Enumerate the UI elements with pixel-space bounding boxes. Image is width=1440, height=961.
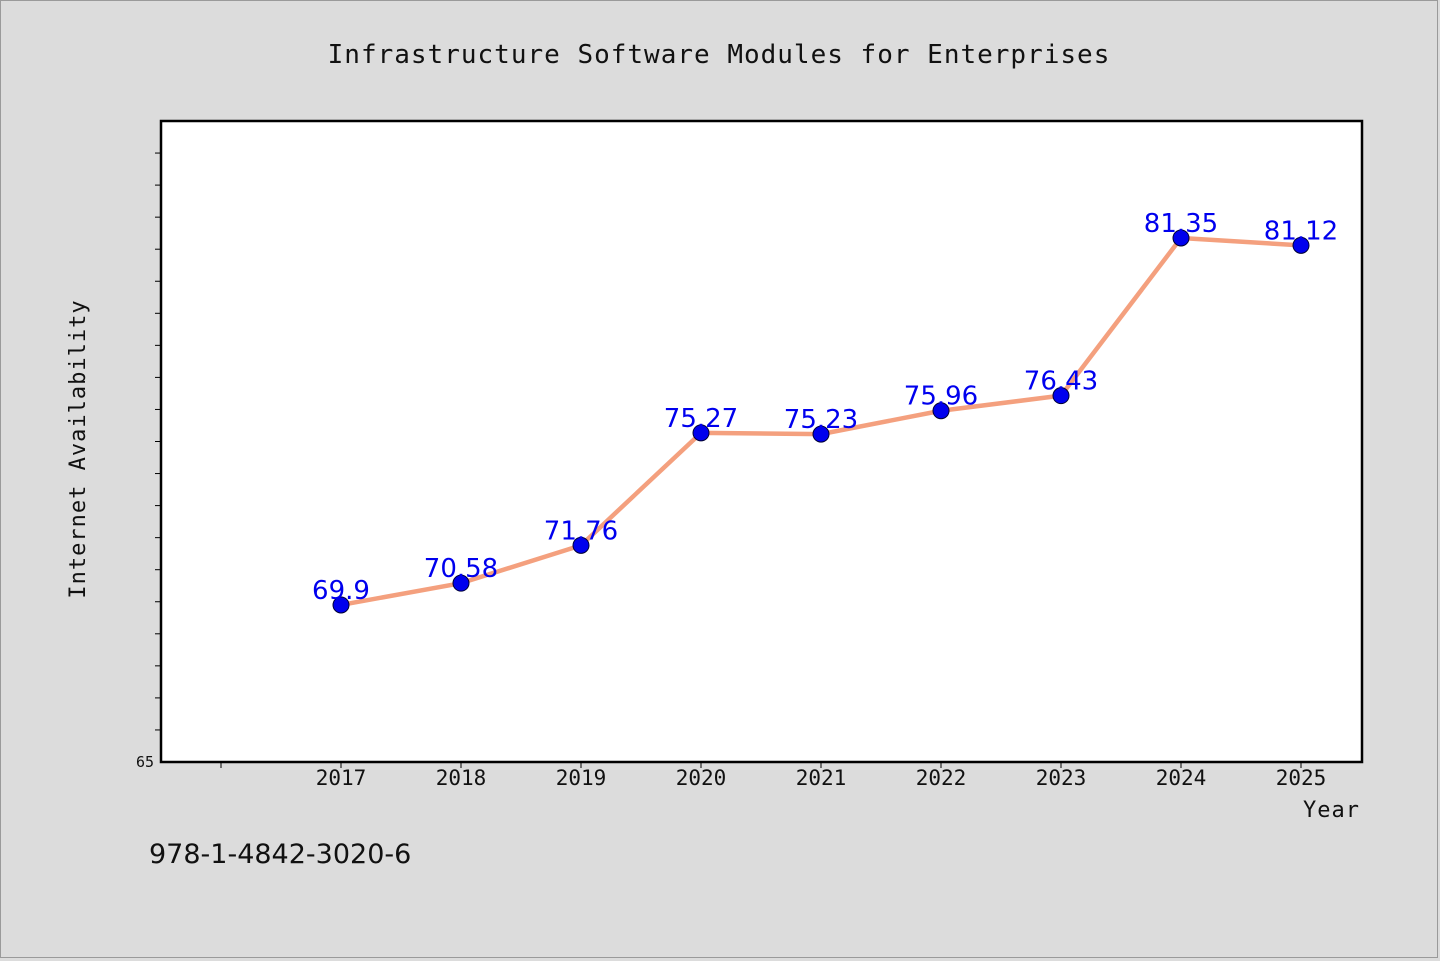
data-point [1292,236,1310,254]
data-label: 81.35 [1144,209,1218,239]
x-tick-label: 2024 [1156,766,1207,790]
data-point [332,596,350,614]
data-label: 75.23 [784,405,858,435]
data-label: 81.12 [1264,216,1338,246]
data-label: 76.43 [1024,367,1098,397]
data-point [932,402,950,420]
x-tick-label: 2021 [796,766,847,790]
y-tick-label: 65 [136,753,154,771]
x-axis-label: Year [1303,798,1360,823]
x-tick-label: 2022 [916,766,967,790]
data-labels: 69.9 70.58 71.76 75.27 75.23 75.96 76.43 81.35 8… [312,209,1338,606]
data-point [1172,229,1190,247]
x-tick-label: 2023 [1036,766,1087,790]
data-point [572,536,590,554]
data-label: 75.27 [664,404,738,434]
plot-area [159,119,1364,764]
series-markers [332,229,1310,614]
x-tick-label: 2020 [676,766,727,790]
data-label: 71.76 [544,516,618,546]
data-label: 75.96 [904,382,978,412]
chart-title: Infrastructure Software Modules for Ente… [328,40,1111,70]
data-point [1052,387,1070,405]
data-point [692,424,710,442]
x-tick-label: 2019 [556,766,607,790]
data-point [452,574,470,592]
x-axis-ticks: 2017 2018 2019 2020 2021 2022 2023 2024 2025 [220,762,1327,790]
data-point [812,425,830,443]
x-tick-label: 2025 [1276,766,1327,790]
y-axis-ticks [155,152,161,731]
data-label: 70.58 [424,554,498,584]
x-tick-label: 2017 [316,766,367,790]
x-tick-label: 2018 [436,766,487,790]
data-label: 69.9 [312,576,370,606]
y-axis-label: Internet Availability [66,299,91,598]
isbn-text: 978-1-4842-3020-6 [149,839,411,870]
